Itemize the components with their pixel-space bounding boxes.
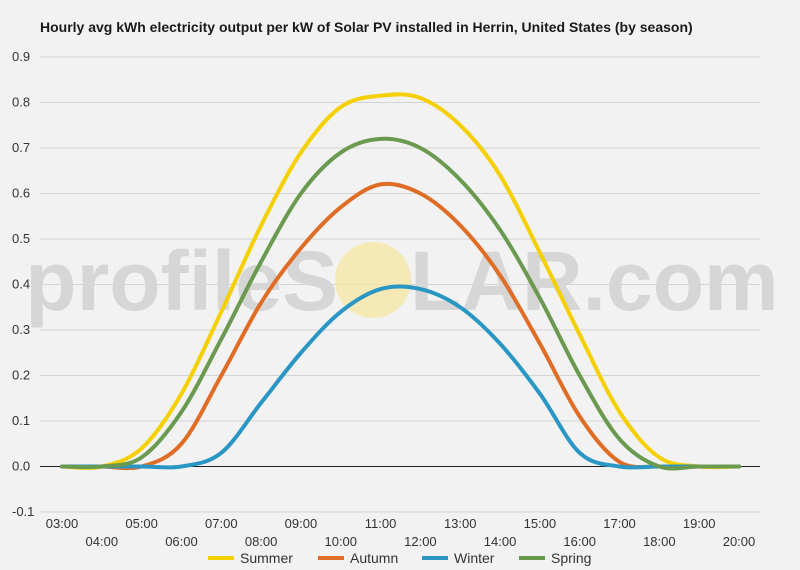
- x-tick-label: 07:00: [205, 516, 238, 531]
- y-tick-label: 0.7: [12, 140, 30, 155]
- x-tick-label: 08:00: [245, 534, 278, 549]
- legend-label-summer: Summer: [240, 550, 293, 566]
- x-tick-label: 14:00: [484, 534, 517, 549]
- y-tick-label: 0.2: [12, 368, 30, 383]
- watermark: profileS LAR.com: [25, 234, 778, 328]
- watermark-sun-icon: [335, 242, 411, 318]
- y-tick-label: 0.5: [12, 231, 30, 246]
- x-tick-label: 11:00: [365, 516, 397, 531]
- x-tick-label: 09:00: [285, 516, 318, 531]
- series-layer: [60, 92, 741, 471]
- series-line-summer: [60, 92, 741, 470]
- x-tick-label: 03:00: [46, 516, 79, 531]
- series-line-winter: [60, 284, 741, 470]
- x-tick-label: 18:00: [643, 534, 676, 549]
- x-tick-label: 12:00: [404, 534, 437, 549]
- watermark-right: LAR.com: [410, 234, 779, 328]
- legend-label-autumn: Autumn: [350, 550, 398, 566]
- legend: Summer Autumn Winter Spring: [208, 550, 591, 566]
- y-tick-label: 0.9: [12, 49, 30, 64]
- chart-title: Hourly avg kWh electricity output per kW…: [40, 19, 693, 35]
- y-tick-label: 0.4: [12, 277, 30, 292]
- legend-label-winter: Winter: [454, 550, 495, 566]
- series-line-autumn: [60, 181, 741, 471]
- y-tick-label: 0.0: [12, 459, 30, 474]
- x-tick-label: 10:00: [324, 534, 357, 549]
- x-tick-label: 06:00: [165, 534, 198, 549]
- series-line-spring: [60, 136, 741, 471]
- y-tick-label: 0.3: [12, 322, 30, 337]
- x-tick-label: 05:00: [125, 516, 158, 531]
- grid-layer: [40, 56, 760, 513]
- legend-label-spring: Spring: [551, 550, 591, 566]
- y-tick-label: -0.1: [12, 504, 34, 519]
- x-tick-label: 16:00: [563, 534, 596, 549]
- x-tick-label: 13:00: [444, 516, 477, 531]
- x-tick-label: 17:00: [603, 516, 636, 531]
- y-tick-label: 0.8: [12, 95, 30, 110]
- x-tick-label: 20:00: [723, 534, 756, 549]
- x-tick-label: 15:00: [524, 516, 557, 531]
- y-tick-label: 0.1: [12, 413, 30, 428]
- axis-layer: -0.1 0.0 0.1 0.2 0.3 0.4 0.5 0.6 0.7 0.8 0.9 03:00 0…: [12, 49, 755, 549]
- watermark-left: profileS: [25, 234, 338, 328]
- x-tick-label: 04:00: [86, 534, 119, 549]
- y-tick-label: 0.6: [12, 186, 30, 201]
- x-tick-label: 19:00: [683, 516, 716, 531]
